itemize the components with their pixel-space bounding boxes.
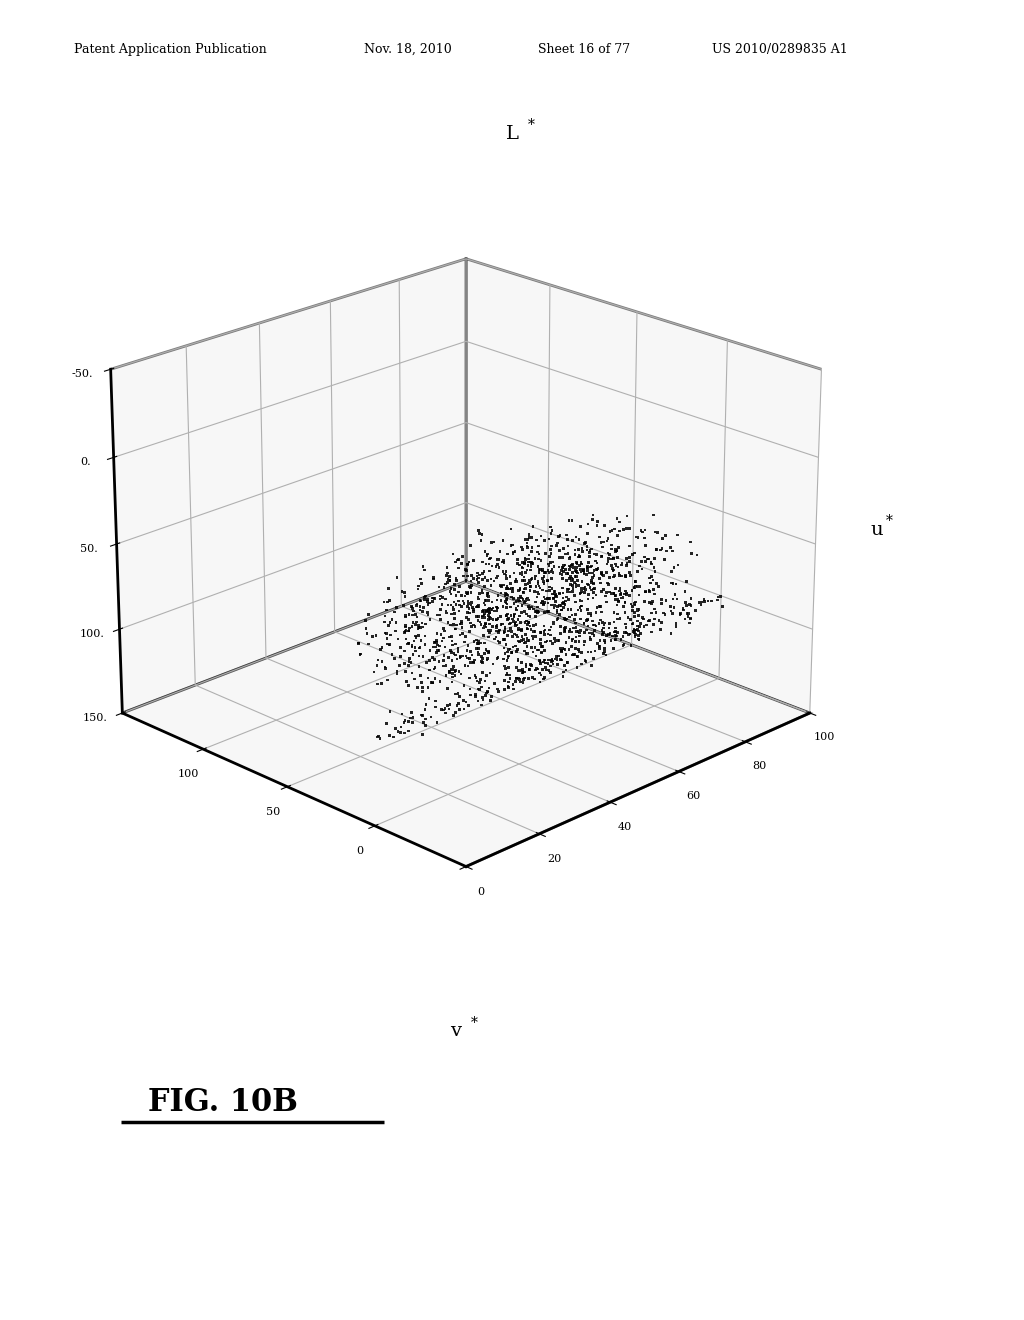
Text: FIG. 10B: FIG. 10B bbox=[148, 1088, 298, 1118]
Text: L: L bbox=[506, 124, 518, 143]
Text: US 2010/0289835 A1: US 2010/0289835 A1 bbox=[712, 42, 848, 55]
Text: Sheet 16 of 77: Sheet 16 of 77 bbox=[538, 42, 630, 55]
Text: *: * bbox=[886, 513, 893, 528]
Text: *: * bbox=[471, 1015, 478, 1030]
Text: Nov. 18, 2010: Nov. 18, 2010 bbox=[364, 42, 452, 55]
Text: Patent Application Publication: Patent Application Publication bbox=[74, 42, 266, 55]
Text: v: v bbox=[451, 1022, 461, 1040]
Text: *: * bbox=[527, 117, 535, 132]
Text: u: u bbox=[870, 520, 883, 539]
